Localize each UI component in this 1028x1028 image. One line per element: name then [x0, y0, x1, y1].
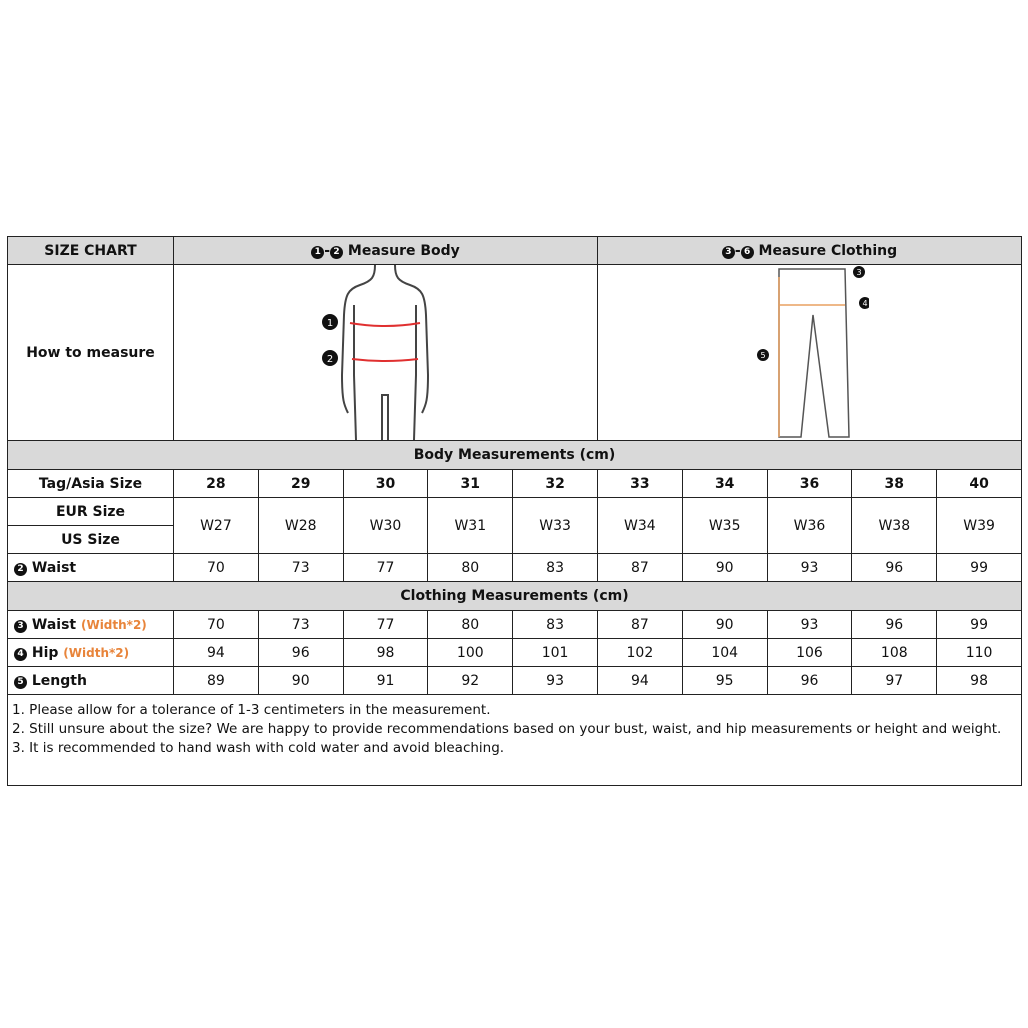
clothing-hip-cell: 102 — [596, 638, 683, 667]
clothing-waist-cell: 77 — [342, 610, 429, 639]
clothing-length-cell: 89 — [173, 666, 259, 695]
eur-us-size-cell: W38 — [851, 497, 938, 554]
eur-us-size-cell: W36 — [766, 497, 853, 554]
clothing-waist-cell: 70 — [173, 610, 259, 639]
clothing-hip-cell: 96 — [257, 638, 344, 667]
clothing-hip-cell: 98 — [342, 638, 429, 667]
size-chart-table: SIZE CHART 1-2 Measure Body 3-6 Measure … — [7, 236, 1023, 786]
body-waist-cell: 77 — [342, 553, 429, 582]
tag-size-cell: 36 — [766, 469, 853, 498]
how-to-measure-label: How to measure — [7, 264, 174, 441]
clothing-length-cell: 98 — [936, 666, 1022, 695]
clothing-length-cell: 92 — [427, 666, 514, 695]
clothing-length-cell: 90 — [257, 666, 344, 695]
clothing-waist-cell: 90 — [681, 610, 768, 639]
clothing-hip-cell: 94 — [173, 638, 259, 667]
clothing-length-label: 5 Length — [7, 666, 174, 695]
clothing-waist-cell: 80 — [427, 610, 514, 639]
clothing-hip-cell: 110 — [936, 638, 1022, 667]
body-outline-icon: 1 2 — [322, 265, 430, 440]
clothing-length-cell: 95 — [681, 666, 768, 695]
clothing-hip-label: 4 Hip (Width*2) — [7, 638, 174, 667]
eur-us-size-cell: W33 — [512, 497, 598, 554]
tag-size-label: Tag/Asia Size — [7, 469, 174, 498]
clothing-waist-cell: 96 — [851, 610, 938, 639]
body-waist-cell: 70 — [173, 553, 259, 582]
size-chart-title: SIZE CHART — [7, 236, 174, 265]
eur-us-size-cell: W30 — [342, 497, 429, 554]
clothing-hip-cell: 101 — [512, 638, 598, 667]
clothing-hip-cell: 100 — [427, 638, 514, 667]
body-waist-cell: 87 — [596, 553, 683, 582]
note-1: 1. Please allow for a tolerance of 1-3 c… — [12, 702, 491, 718]
measure-body-header: 1-2 Measure Body — [173, 236, 598, 265]
clothing-length-cell: 94 — [596, 666, 683, 695]
body-waist-label: 2 Waist — [7, 553, 174, 582]
tag-size-cell: 33 — [596, 469, 683, 498]
body-waist-cell: 96 — [851, 553, 938, 582]
measure-clothing-header: 3-6 Measure Clothing — [596, 236, 1023, 265]
clothing-waist-cell: 83 — [512, 610, 598, 639]
body-waist-cell: 90 — [681, 553, 768, 582]
note-2: 2. Still unsure about the size? We are h… — [12, 721, 1002, 737]
svg-text:4: 4 — [863, 299, 868, 308]
eur-us-size-cell: W35 — [681, 497, 768, 554]
tag-size-cell: 30 — [342, 469, 429, 498]
clothing-length-cell: 93 — [512, 666, 598, 695]
clothing-waist-cell: 93 — [766, 610, 853, 639]
tag-size-cell: 31 — [427, 469, 514, 498]
clothing-waist-label: 3 Waist (Width*2) — [7, 610, 174, 639]
pants-figure: 3 4 5 — [596, 264, 1023, 441]
body-measurements-header: Body Measurements (cm) — [7, 440, 1022, 470]
clothing-waist-cell: 73 — [257, 610, 344, 639]
eur-size-label: EUR Size — [7, 497, 174, 526]
tag-size-cell: 40 — [936, 469, 1022, 498]
tag-size-cell: 28 — [173, 469, 259, 498]
body-waist-cell: 99 — [936, 553, 1022, 582]
us-size-label: US Size — [7, 525, 174, 554]
tag-size-cell: 29 — [257, 469, 344, 498]
body-waist-cell: 73 — [257, 553, 344, 582]
clothing-hip-cell: 104 — [681, 638, 768, 667]
clothing-hip-cell: 108 — [851, 638, 938, 667]
eur-us-size-cell: W28 — [257, 497, 344, 554]
notes: 1. Please allow for a tolerance of 1-3 c… — [7, 694, 1022, 786]
note-3: 3. It is recommended to hand wash with c… — [12, 740, 505, 756]
eur-us-size-cell: W34 — [596, 497, 683, 554]
body-waist-cell: 93 — [766, 553, 853, 582]
svg-text:5: 5 — [761, 351, 766, 360]
tag-size-cell: 32 — [512, 469, 598, 498]
body-figure: 1 2 — [173, 264, 598, 441]
clothing-waist-cell: 99 — [936, 610, 1022, 639]
eur-us-size-cell: W31 — [427, 497, 514, 554]
eur-us-size-cell: W39 — [936, 497, 1022, 554]
body-waist-cell: 83 — [512, 553, 598, 582]
clothing-length-cell: 97 — [851, 666, 938, 695]
clothing-waist-cell: 87 — [596, 610, 683, 639]
clothing-measurements-header: Clothing Measurements (cm) — [7, 581, 1022, 611]
clothing-hip-cell: 106 — [766, 638, 853, 667]
eur-us-size-cell: W27 — [173, 497, 259, 554]
svg-text:3: 3 — [857, 268, 862, 277]
tag-size-cell: 34 — [681, 469, 768, 498]
tag-size-cell: 38 — [851, 469, 938, 498]
clothing-length-cell: 96 — [766, 666, 853, 695]
svg-text:1: 1 — [327, 318, 333, 329]
clothing-length-cell: 91 — [342, 666, 429, 695]
pants-outline-icon: 3 4 5 — [757, 266, 870, 438]
body-waist-cell: 80 — [427, 553, 514, 582]
svg-text:2: 2 — [327, 354, 333, 365]
